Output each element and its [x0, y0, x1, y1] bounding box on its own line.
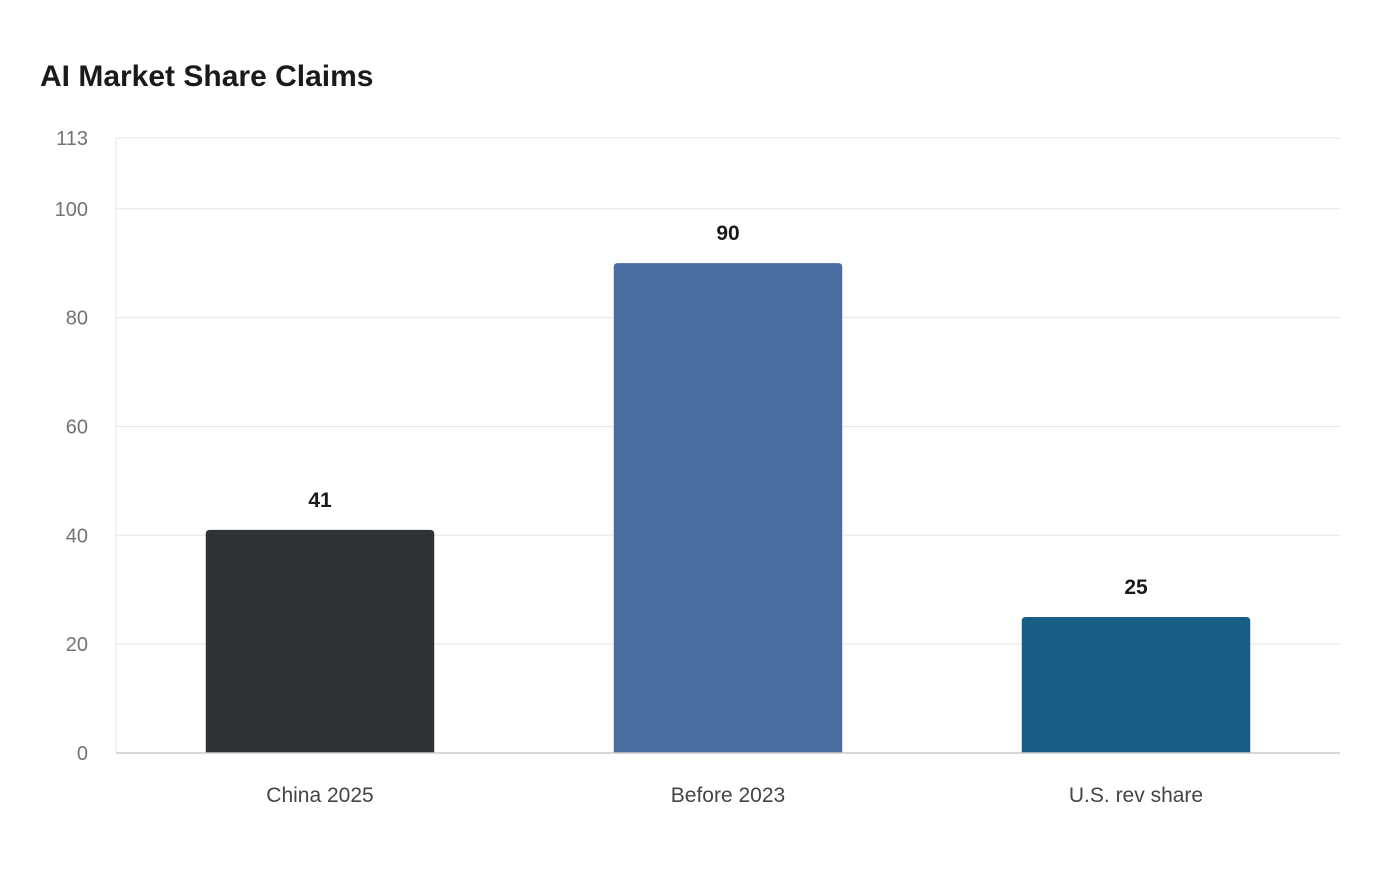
x-category-label: U.S. rev share: [1069, 784, 1203, 807]
bar-value-label: 41: [308, 489, 332, 512]
y-tick-label: 100: [55, 199, 88, 221]
bar-value-label: 25: [1124, 576, 1148, 599]
y-tick-label: 60: [66, 416, 88, 438]
axes: [115, 138, 1340, 754]
y-tick-label: 113: [56, 128, 88, 150]
bar-value-label: 90: [716, 222, 739, 245]
bar-u-s-rev-share: [1021, 616, 1251, 753]
x-category-label: China 2025: [266, 784, 373, 807]
labels: 0 20 40 60 80 100 113 41 China 2025 90 Before 2023…: [55, 128, 1203, 807]
y-tick-label: 0: [77, 743, 88, 765]
x-category-label: Before 2023: [671, 784, 785, 807]
bars: [205, 263, 1251, 753]
y-tick-label: 20: [66, 634, 88, 656]
y-tick-label: 40: [66, 525, 88, 547]
bar-before-2023: [613, 263, 843, 753]
bar-china-2025: [205, 529, 435, 753]
chart-title: AI Market Share Claims: [40, 60, 374, 93]
y-tick-label: 80: [66, 308, 88, 330]
